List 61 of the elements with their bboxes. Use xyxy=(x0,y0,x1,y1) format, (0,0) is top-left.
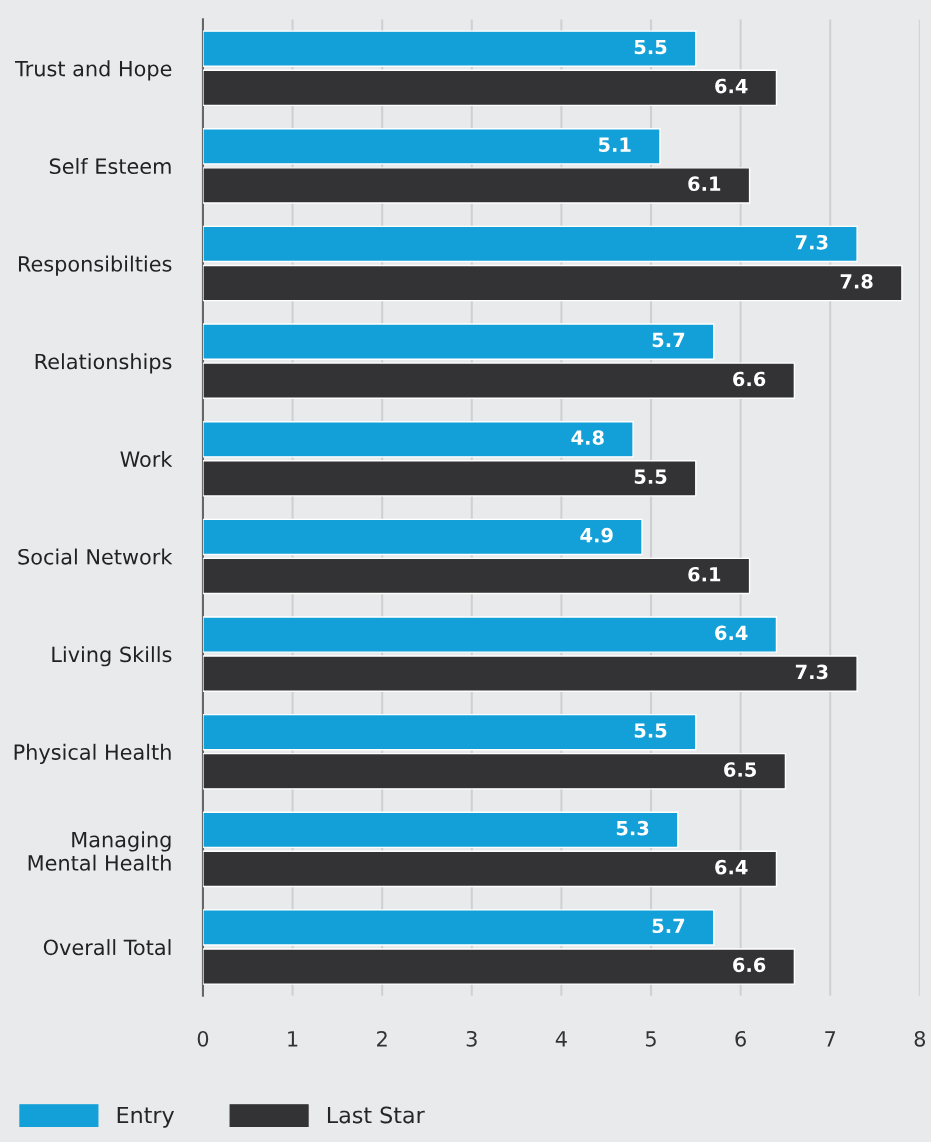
data-label: 4.9 xyxy=(580,527,613,543)
x-tick-label: 1 xyxy=(288,1031,298,1047)
bar xyxy=(202,713,697,751)
data-label: 6.1 xyxy=(688,176,721,192)
bar xyxy=(202,30,697,67)
y-tick-label: Social Network xyxy=(18,548,173,565)
data-label: 5.3 xyxy=(616,820,649,836)
y-tick-label: Living Skills xyxy=(52,646,172,667)
bar xyxy=(202,909,715,946)
bar xyxy=(202,752,787,790)
bar xyxy=(202,811,679,849)
data-label: 6.5 xyxy=(724,762,756,777)
data-label: 7.8 xyxy=(840,273,873,289)
data-label: 6.4 xyxy=(715,625,748,641)
data-label: 5.7 xyxy=(652,332,685,348)
data-label: 5.7 xyxy=(652,918,685,934)
data-label: 5.5 xyxy=(634,469,667,484)
bar xyxy=(202,323,715,360)
bar xyxy=(202,420,634,458)
bar xyxy=(202,518,643,556)
data-label: 7.3 xyxy=(795,664,828,680)
bar xyxy=(202,557,751,595)
bar xyxy=(202,128,661,165)
y-tick-label: Trust and Hope xyxy=(15,60,172,81)
bar xyxy=(202,460,697,497)
data-label: 5.1 xyxy=(598,137,631,152)
y-tick-label: Responsibilties xyxy=(18,255,172,276)
data-label: 6.6 xyxy=(733,371,766,387)
data-label: 4.8 xyxy=(571,430,604,445)
x-tick-label: 4 xyxy=(555,1031,567,1047)
bar xyxy=(202,362,796,399)
data-label: 7.3 xyxy=(795,234,828,250)
data-label: 6.4 xyxy=(715,859,748,875)
bar xyxy=(202,69,778,107)
data-label: 5.5 xyxy=(634,39,667,55)
legend-label: Entry xyxy=(117,1106,175,1128)
data-label: 6.4 xyxy=(715,78,748,94)
x-tick-label: 0 xyxy=(197,1030,209,1047)
x-tick-label: 8 xyxy=(914,1030,926,1047)
data-label: 6.1 xyxy=(688,566,721,582)
data-label: 6.6 xyxy=(733,957,766,973)
x-tick-label: 3 xyxy=(466,1030,477,1047)
y-tick-label: Managing Mental Health xyxy=(28,831,171,871)
bar xyxy=(202,616,778,653)
y-tick-label: Work xyxy=(120,450,173,468)
y-tick-label: Overall Total xyxy=(43,939,171,956)
bar xyxy=(202,655,858,692)
bar xyxy=(202,948,796,985)
data-label: 5.5 xyxy=(634,723,667,738)
bar xyxy=(202,167,751,204)
bar xyxy=(202,850,778,888)
legend-label: Last Star xyxy=(327,1106,425,1124)
y-tick-label: Self Esteem xyxy=(49,157,171,175)
x-tick-label: 6 xyxy=(735,1030,746,1047)
bar xyxy=(202,264,903,302)
bar xyxy=(202,225,858,263)
x-tick-label: 2 xyxy=(377,1030,387,1047)
x-tick-label: 5 xyxy=(645,1031,656,1047)
y-tick-label: Relationships xyxy=(35,353,172,374)
y-tick-label: Physical Health xyxy=(14,743,171,764)
x-tick-label: 7 xyxy=(825,1031,836,1047)
